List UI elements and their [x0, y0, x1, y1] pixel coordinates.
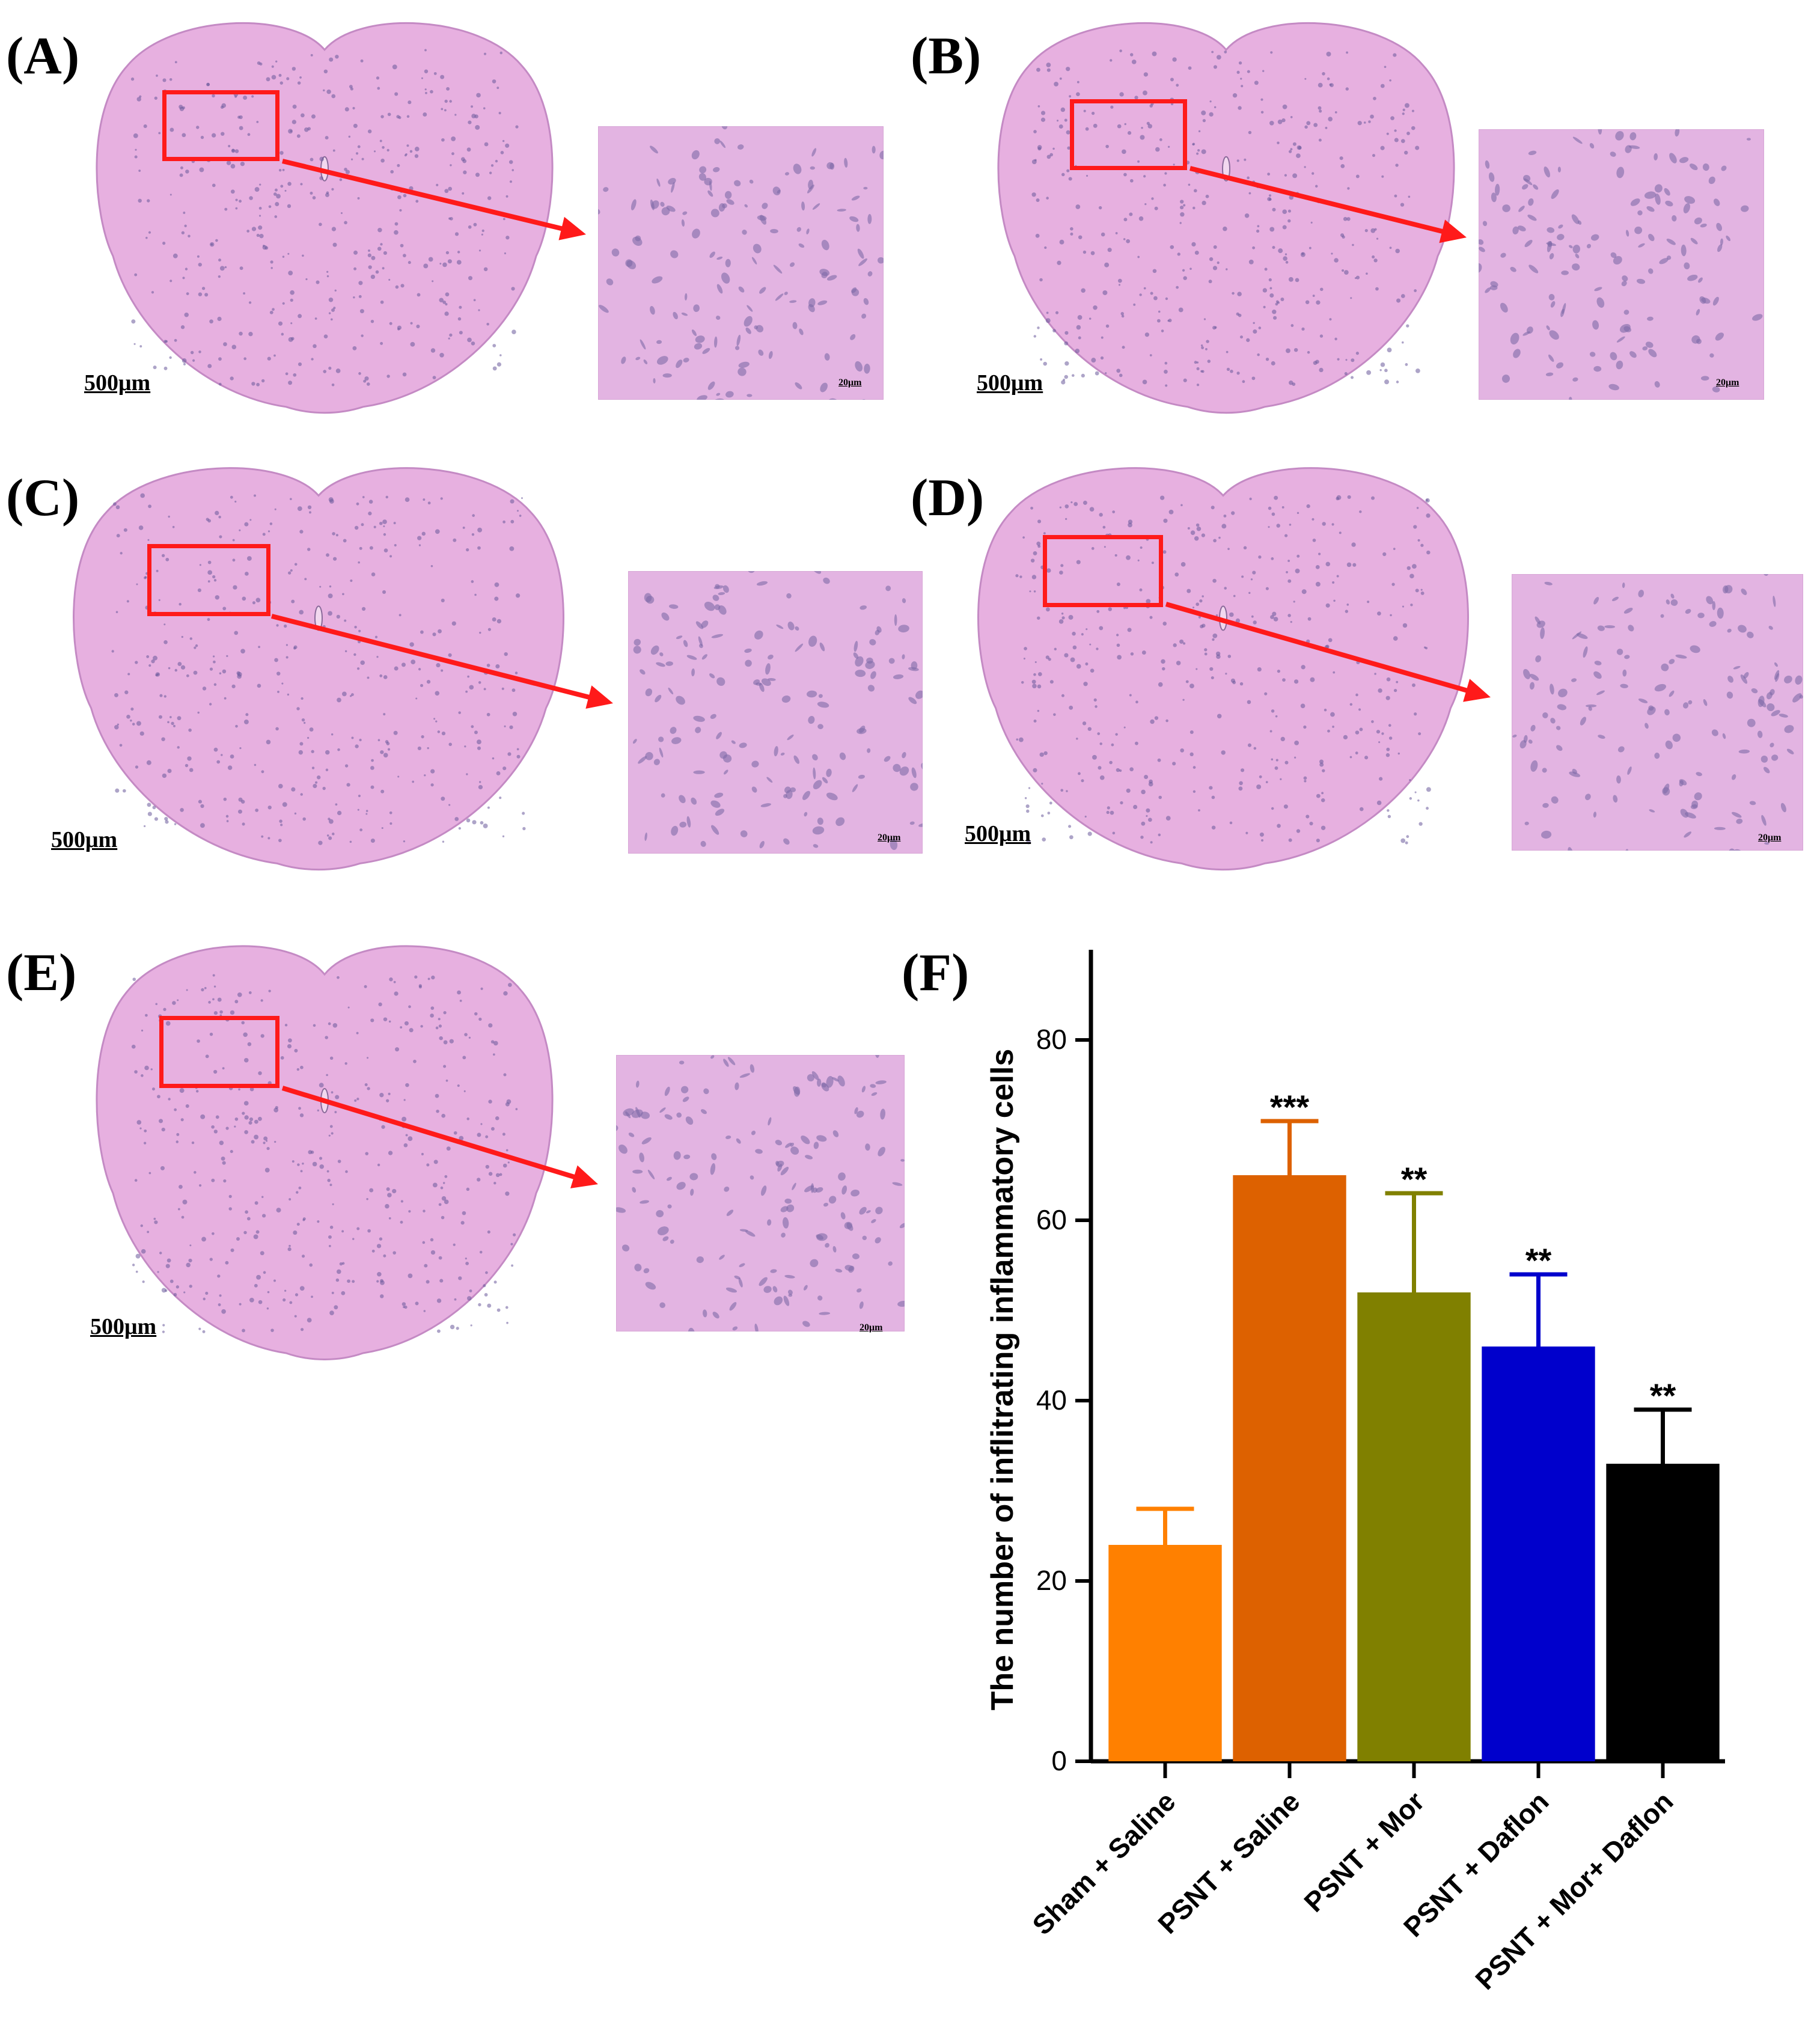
highlight-box [162, 90, 279, 161]
scale-bar-label: 500μm [977, 370, 1043, 396]
zoom-scale-bar-label: 20μm [878, 833, 901, 843]
zoom-scale-bar-label: 20μm [1716, 378, 1739, 388]
scale-bar-label: 500μm [51, 827, 118, 852]
magnified-region-image [1512, 574, 1803, 851]
zoom-scale-bar-label: 20μm [860, 1322, 883, 1333]
panel-label-a: (A) [6, 27, 80, 85]
highlight-box [159, 1016, 279, 1088]
spinal-cord-section-image [73, 467, 564, 871]
panel-label-e: (E) [6, 944, 77, 1002]
spinal-cord-section-image [977, 467, 1469, 871]
panel-label-c: (C) [6, 469, 80, 527]
zoom-scale-bar-label: 20μm [838, 378, 862, 388]
highlight-box [1043, 535, 1163, 607]
spinal-cord-section-image [96, 22, 554, 414]
scale-bar-label: 500μm [965, 821, 1031, 846]
scale-bar-label: 500μm [90, 1314, 157, 1339]
scale-bar-label: 500μm [84, 370, 151, 396]
zoom-scale-bar-label: 20μm [1758, 833, 1782, 843]
spinal-cord-section-image [997, 22, 1455, 414]
highlight-box [1070, 99, 1187, 170]
magnified-region-image [1479, 129, 1764, 400]
panel-label-d: (D) [911, 469, 985, 527]
magnified-region-image [598, 126, 884, 400]
panel-label-f: (F) [902, 944, 970, 1002]
magnified-region-image [628, 571, 923, 854]
panel-label-b: (B) [911, 27, 982, 85]
magnified-region-image [616, 1055, 905, 1331]
highlight-box [147, 544, 270, 616]
spinal-cord-section-image [96, 945, 554, 1360]
